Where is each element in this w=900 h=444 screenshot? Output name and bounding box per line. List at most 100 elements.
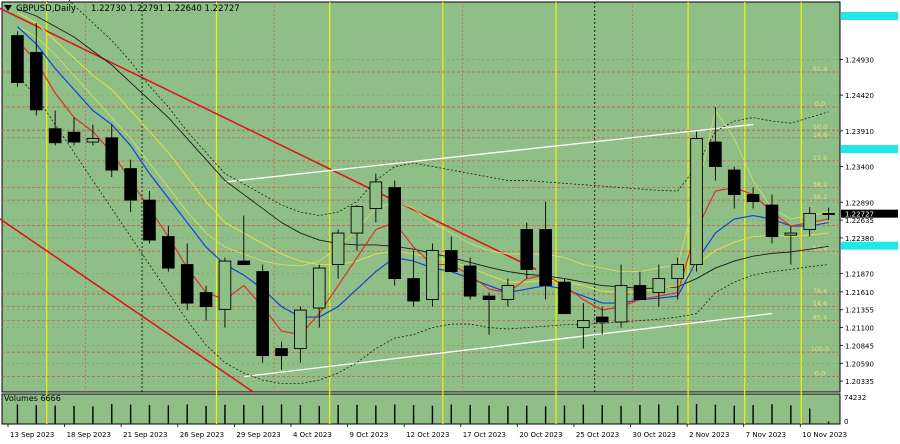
fib-level-label: 14.6 [813, 131, 827, 139]
candle [350, 205, 364, 251]
channel-line-lower [243, 312, 773, 378]
candle [11, 31, 24, 87]
fib-level-label: 38.2 [813, 181, 827, 189]
candle-body [86, 138, 100, 143]
candle-body [690, 138, 703, 266]
candle [803, 207, 817, 237]
candle [29, 23, 43, 116]
candle-body [746, 194, 760, 203]
candle-body [803, 213, 817, 231]
fib-level-label: 85.4 [813, 314, 827, 322]
price-level-tag [841, 241, 898, 250]
downtrend-line-lower [0, 218, 254, 393]
candle-body [237, 260, 251, 266]
ohlc-readout: 1.22730 1.22791 1.22640 1.22727 [91, 4, 240, 14]
candle [765, 194, 779, 244]
candle-body [143, 199, 156, 241]
candle [407, 250, 420, 307]
candle-body [29, 51, 43, 111]
fib-level-label: 61.8 [813, 244, 827, 252]
price-axis: 1.24930 1.24420 1.23910 1.23400 1.22890 1.226… [840, 12, 898, 386]
candles [11, 23, 835, 370]
price-tick-label: 1.21355 [845, 307, 874, 315]
candle [595, 306, 609, 335]
date-tick-label: 9 Oct 2023 [350, 431, 389, 439]
candle-body [294, 309, 307, 350]
candle [746, 187, 760, 209]
candle-body [501, 285, 515, 301]
candle [369, 173, 383, 223]
price-tick-label: 1.22635 [845, 217, 874, 225]
candle [690, 131, 703, 272]
candle-body [577, 320, 590, 329]
date-tick-label: 13 Sep 2023 [10, 431, 54, 439]
candle-body [633, 285, 647, 301]
candle-body [463, 265, 477, 297]
price-tick-label: 1.21100 [845, 325, 874, 333]
fib-level-label: 50.0 [813, 123, 827, 131]
trend-lines [0, 7, 773, 393]
price-tick-label: 1.20845 [845, 342, 874, 350]
fib-level-label: 14.6 [813, 300, 827, 308]
candle [784, 226, 798, 265]
candle-body [256, 271, 269, 357]
candle [388, 180, 402, 286]
candle [614, 264, 628, 328]
candle-body [67, 131, 81, 143]
volume-bars: 74232 0 [16, 394, 866, 426]
candle [727, 166, 741, 209]
collapse-triangle-icon[interactable] [4, 5, 12, 11]
candle-body [218, 260, 232, 310]
candle-body [482, 295, 496, 301]
candle [105, 124, 119, 178]
price-tick-label: 1.20590 [845, 360, 874, 368]
candle-body [652, 278, 666, 294]
date-tick-label: 17 Oct 2023 [463, 431, 506, 439]
fib-level-label: 81.8 [813, 65, 827, 73]
candle [426, 243, 439, 307]
candle-body [444, 250, 458, 273]
fib-level-label: 0.0 [815, 370, 825, 378]
date-tick-label: 12 Oct 2023 [406, 431, 449, 439]
candle-body [199, 292, 213, 308]
candle [577, 303, 590, 349]
candle-body [709, 141, 722, 167]
price-tick-label: 1.21610 [845, 289, 874, 297]
candle-body [312, 267, 326, 309]
price-tick-label: 1.22380 [845, 235, 874, 243]
downtrend-line-upper [0, 7, 537, 271]
candle [124, 159, 137, 213]
date-tick-label: 25 Oct 2023 [576, 431, 619, 439]
candle [143, 191, 156, 244]
candle [275, 341, 288, 370]
price-tick-label: 1.24930 [845, 56, 874, 64]
candle [520, 222, 534, 279]
candle [652, 264, 666, 307]
candle-body [426, 250, 439, 301]
fib-level-label: 76.4 [813, 287, 827, 295]
date-tick-label: 7 Nov 2023 [746, 431, 786, 439]
candle [162, 226, 175, 272]
candle [256, 264, 269, 363]
price-level-tag [841, 145, 898, 154]
fib-level-label: 0.0 [815, 100, 825, 108]
candle-body [350, 206, 364, 234]
candle [218, 257, 232, 328]
volume-axis-zero: 0 [844, 418, 848, 426]
candle [294, 306, 307, 363]
current-price-tag [841, 209, 898, 218]
candle-body [595, 316, 609, 323]
candle-body [275, 348, 288, 357]
candle [633, 271, 647, 301]
date-tick-label: 4 Oct 2023 [293, 431, 332, 439]
fib-level-label: 50.0 [813, 218, 827, 226]
date-tick-label: 18 Sep 2023 [67, 431, 111, 439]
candle [199, 285, 213, 321]
candle-body [520, 229, 534, 270]
price-tick-label: 1.20335 [845, 378, 874, 386]
candle-body [614, 285, 628, 323]
date-tick-label: 26 Sep 2023 [180, 431, 224, 439]
price-tick-label: 1.22890 [845, 199, 874, 207]
date-tick-label: 10 Nov 2023 [802, 431, 847, 439]
